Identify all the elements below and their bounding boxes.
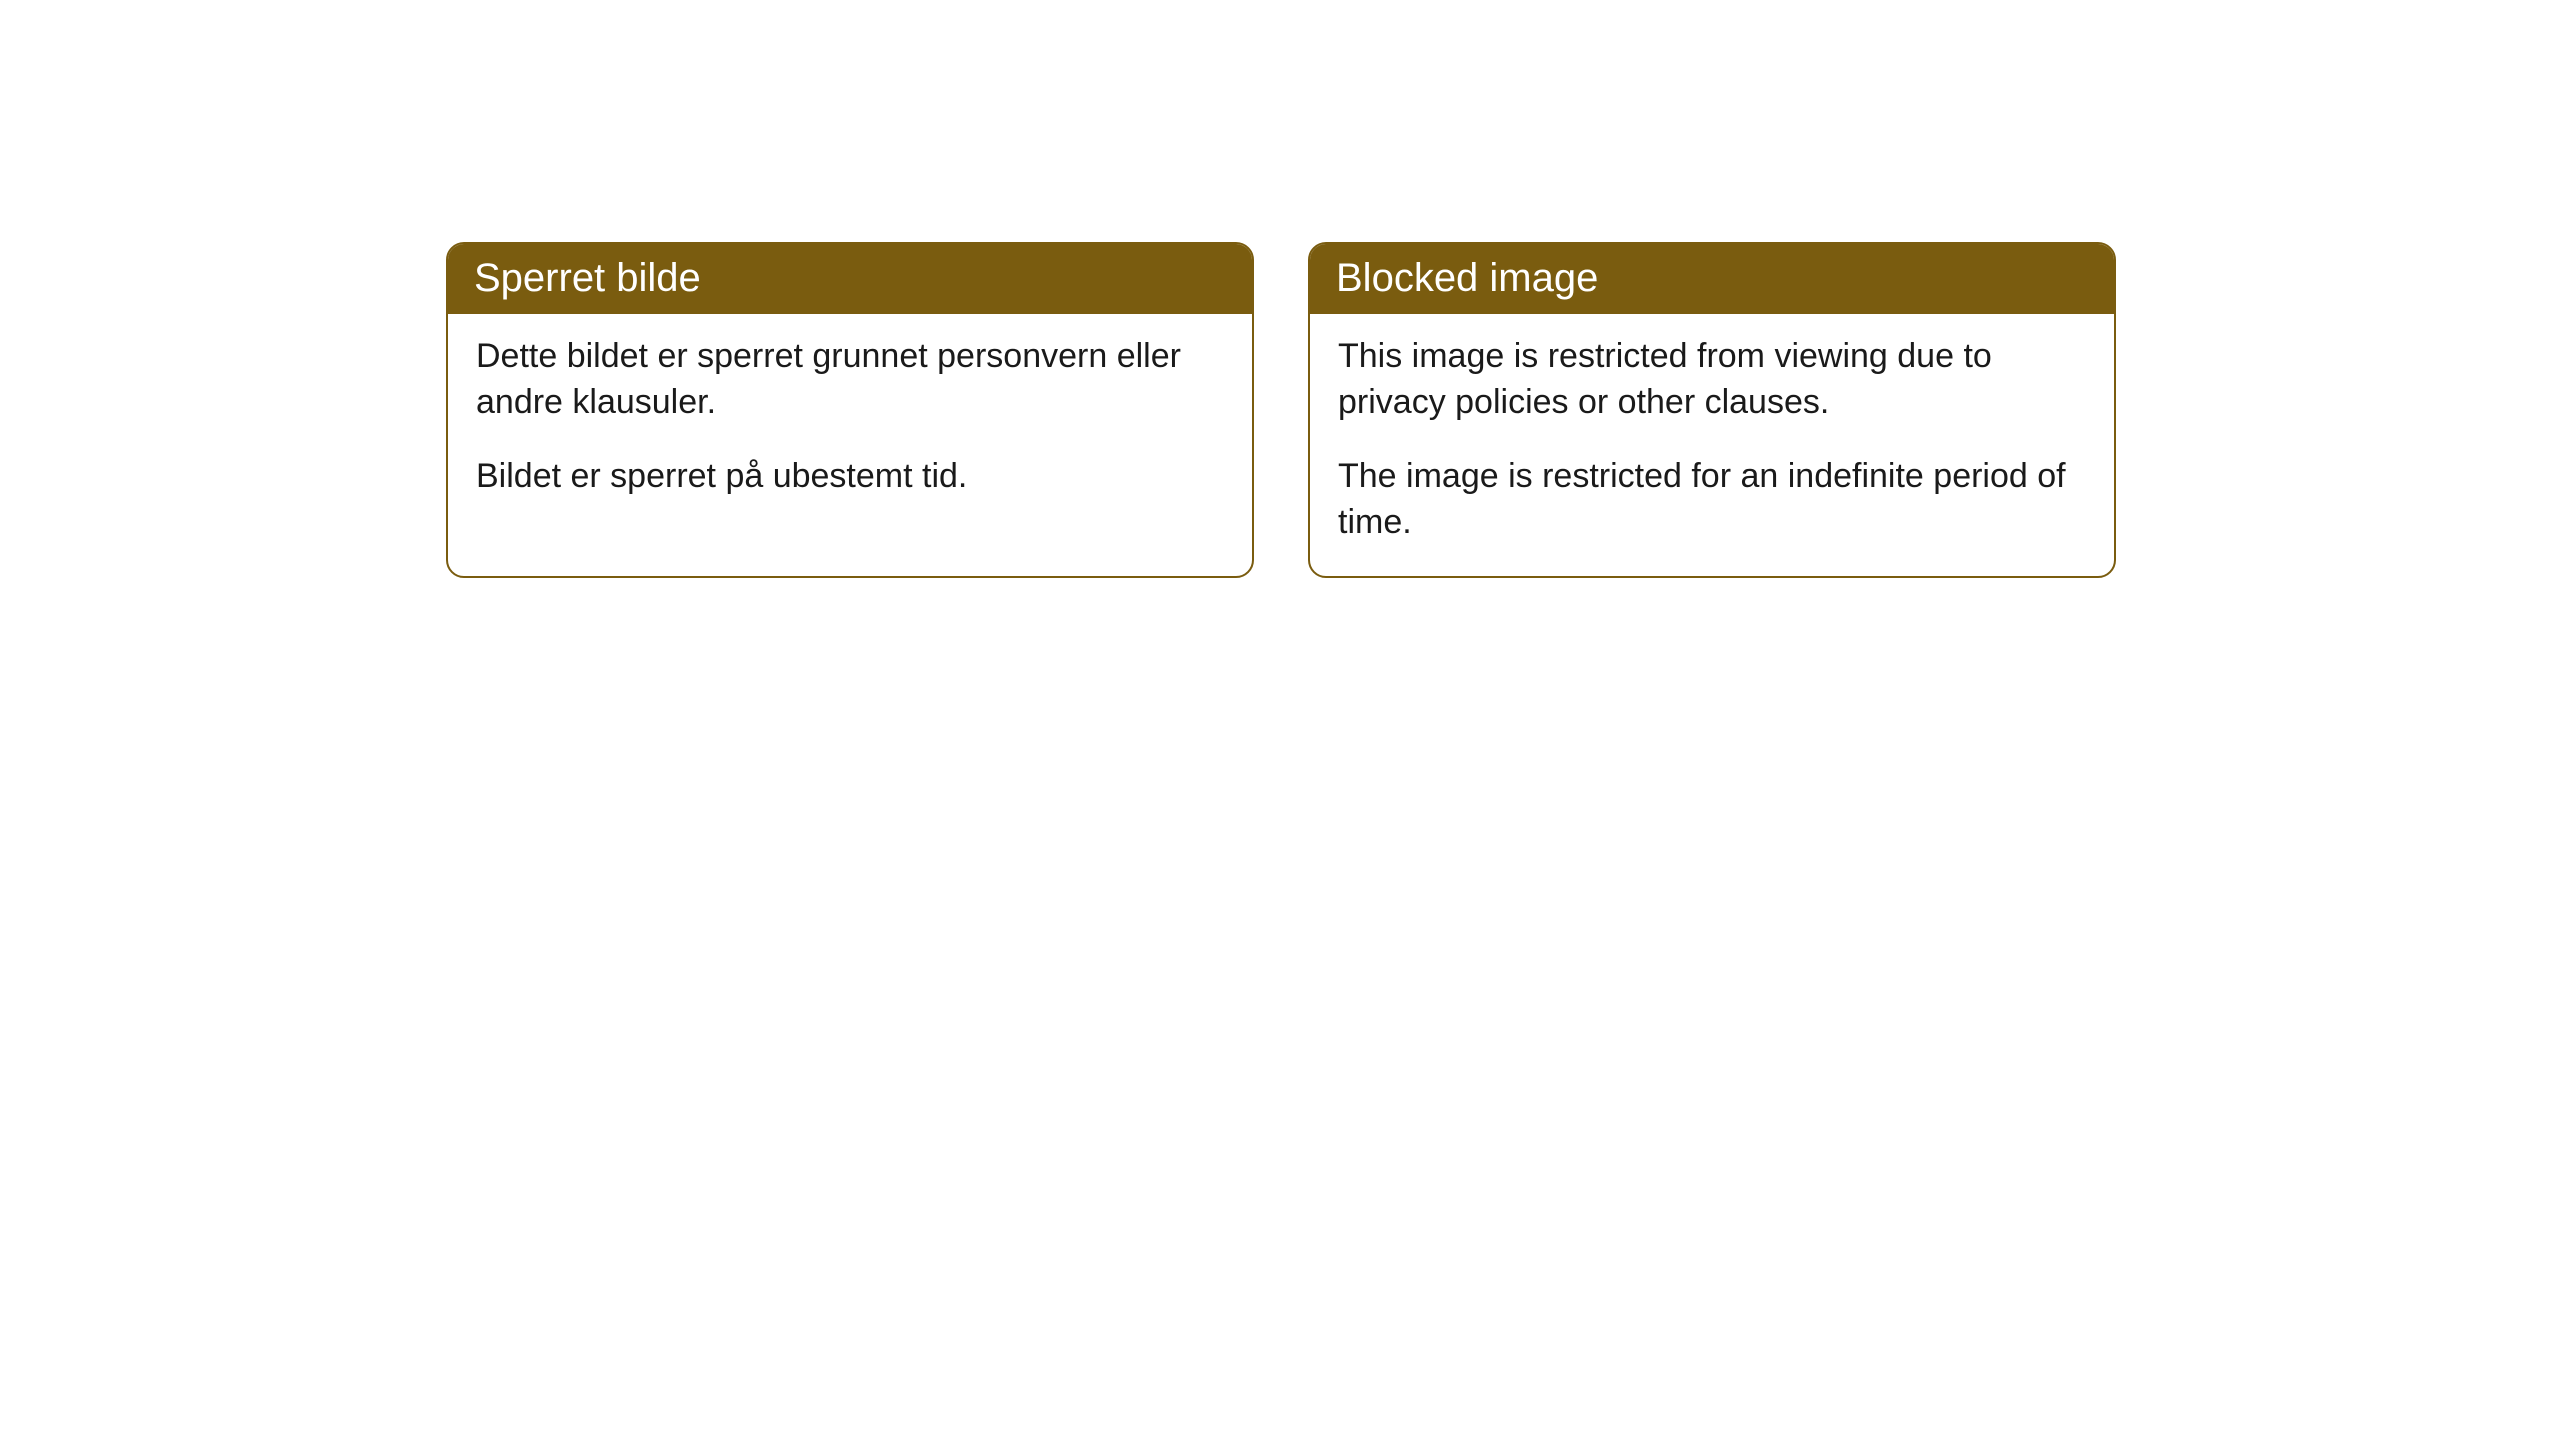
card-paragraph: Dette bildet er sperret grunnet personve…: [476, 334, 1224, 426]
card-paragraph: The image is restricted for an indefinit…: [1338, 454, 2086, 546]
card-paragraph: Bildet er sperret på ubestemt tid.: [476, 454, 1224, 500]
notice-cards-container: Sperret bilde Dette bildet er sperret gr…: [446, 242, 2116, 578]
blocked-image-card-no: Sperret bilde Dette bildet er sperret gr…: [446, 242, 1254, 578]
card-body: This image is restricted from viewing du…: [1310, 314, 2114, 576]
card-paragraph: This image is restricted from viewing du…: [1338, 334, 2086, 426]
card-body: Dette bildet er sperret grunnet personve…: [448, 314, 1252, 530]
blocked-image-card-en: Blocked image This image is restricted f…: [1308, 242, 2116, 578]
card-header: Sperret bilde: [448, 244, 1252, 314]
card-header: Blocked image: [1310, 244, 2114, 314]
